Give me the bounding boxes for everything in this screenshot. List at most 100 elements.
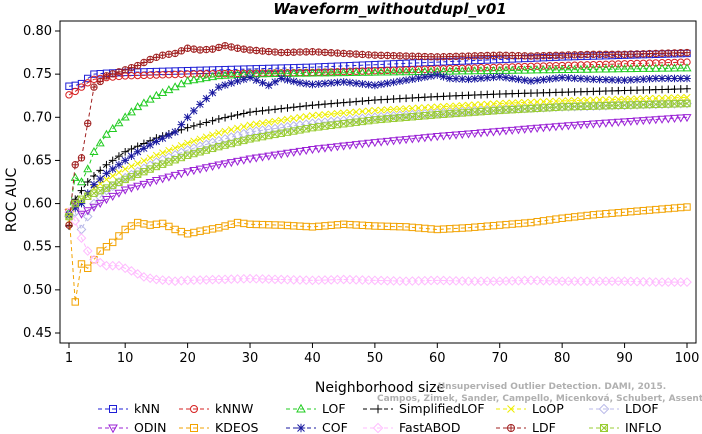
data-point bbox=[326, 68, 336, 77]
data-point bbox=[382, 67, 392, 76]
legend-label: INFLO bbox=[625, 420, 662, 434]
data-point bbox=[608, 75, 616, 84]
data-point bbox=[570, 64, 580, 73]
data-point bbox=[358, 80, 367, 88]
data-point bbox=[133, 61, 142, 70]
data-point bbox=[320, 144, 330, 153]
legend-label: LDOF bbox=[625, 401, 659, 416]
data-point bbox=[214, 115, 223, 123]
data-point bbox=[96, 175, 105, 183]
data-point bbox=[251, 273, 262, 284]
data-point bbox=[307, 145, 317, 155]
data-point bbox=[189, 167, 199, 176]
data-point bbox=[258, 78, 267, 87]
data-point bbox=[496, 51, 504, 59]
data-point bbox=[308, 48, 317, 56]
data-point bbox=[563, 64, 573, 73]
data-point bbox=[301, 68, 311, 77]
data-point bbox=[639, 50, 648, 58]
data-point bbox=[145, 178, 155, 188]
x-tick-label: 30 bbox=[242, 351, 259, 366]
series-cof bbox=[65, 71, 691, 219]
data-point bbox=[439, 72, 448, 81]
data-point bbox=[676, 74, 685, 83]
data-point bbox=[165, 146, 173, 154]
data-point bbox=[71, 199, 79, 208]
data-point bbox=[226, 159, 236, 168]
data-point bbox=[127, 63, 136, 72]
legend-item: LDOF bbox=[589, 401, 659, 416]
data-point bbox=[600, 424, 608, 432]
data-point bbox=[332, 68, 342, 77]
data-point bbox=[351, 67, 361, 76]
data-point bbox=[364, 51, 373, 59]
legend-label: ODIN bbox=[134, 420, 167, 434]
data-point bbox=[583, 75, 591, 83]
data-point bbox=[333, 78, 342, 87]
data-point bbox=[84, 79, 92, 87]
data-point bbox=[614, 95, 622, 103]
data-point bbox=[95, 199, 105, 209]
data-point bbox=[533, 52, 541, 60]
data-point bbox=[132, 269, 143, 279]
data-point bbox=[683, 48, 691, 57]
data-point bbox=[376, 138, 386, 147]
data-point bbox=[595, 64, 605, 73]
data-point bbox=[588, 120, 598, 129]
data-point bbox=[539, 51, 548, 60]
data-point bbox=[364, 67, 374, 76]
data-point bbox=[127, 162, 135, 170]
data-point bbox=[327, 110, 335, 118]
data-point bbox=[102, 243, 111, 251]
data-point bbox=[133, 147, 142, 156]
legend-item: ODIN bbox=[98, 420, 167, 434]
data-point bbox=[664, 74, 673, 83]
data-point bbox=[620, 76, 629, 85]
data-point bbox=[246, 73, 254, 82]
data-point bbox=[158, 160, 167, 168]
data-point bbox=[233, 124, 242, 132]
data-point bbox=[227, 112, 236, 121]
data-point bbox=[388, 276, 399, 286]
data-point bbox=[190, 106, 198, 115]
data-point bbox=[264, 106, 273, 114]
data-point bbox=[365, 107, 373, 115]
data-point bbox=[476, 66, 486, 75]
series-inflo bbox=[65, 99, 691, 221]
data-point bbox=[196, 148, 204, 156]
data-point bbox=[71, 81, 79, 90]
data-point bbox=[209, 131, 217, 139]
data-point bbox=[171, 128, 179, 136]
data-point bbox=[625, 276, 636, 287]
data-point bbox=[644, 277, 655, 287]
data-point bbox=[296, 102, 304, 111]
data-point bbox=[83, 164, 93, 173]
data-point bbox=[544, 276, 555, 286]
series-layer bbox=[64, 41, 692, 306]
data-point bbox=[632, 63, 642, 73]
data-point bbox=[108, 181, 117, 189]
data-point bbox=[133, 182, 143, 191]
legend-label: LDF bbox=[532, 420, 556, 434]
data-point bbox=[551, 276, 561, 286]
data-point bbox=[202, 118, 211, 127]
data-point bbox=[339, 142, 349, 151]
data-point bbox=[83, 207, 93, 216]
data-point bbox=[664, 94, 672, 102]
data-point bbox=[176, 79, 186, 88]
data-point bbox=[115, 178, 123, 186]
data-point bbox=[108, 123, 118, 133]
data-point bbox=[371, 51, 379, 59]
data-point bbox=[214, 161, 224, 170]
data-point bbox=[471, 101, 479, 109]
data-point bbox=[84, 264, 92, 272]
data-point bbox=[233, 111, 242, 119]
data-point bbox=[571, 96, 579, 105]
data-point bbox=[127, 145, 136, 153]
data-point bbox=[239, 109, 248, 118]
data-point bbox=[271, 117, 279, 125]
data-point bbox=[177, 47, 186, 55]
data-point bbox=[302, 48, 310, 56]
data-point bbox=[157, 275, 168, 285]
